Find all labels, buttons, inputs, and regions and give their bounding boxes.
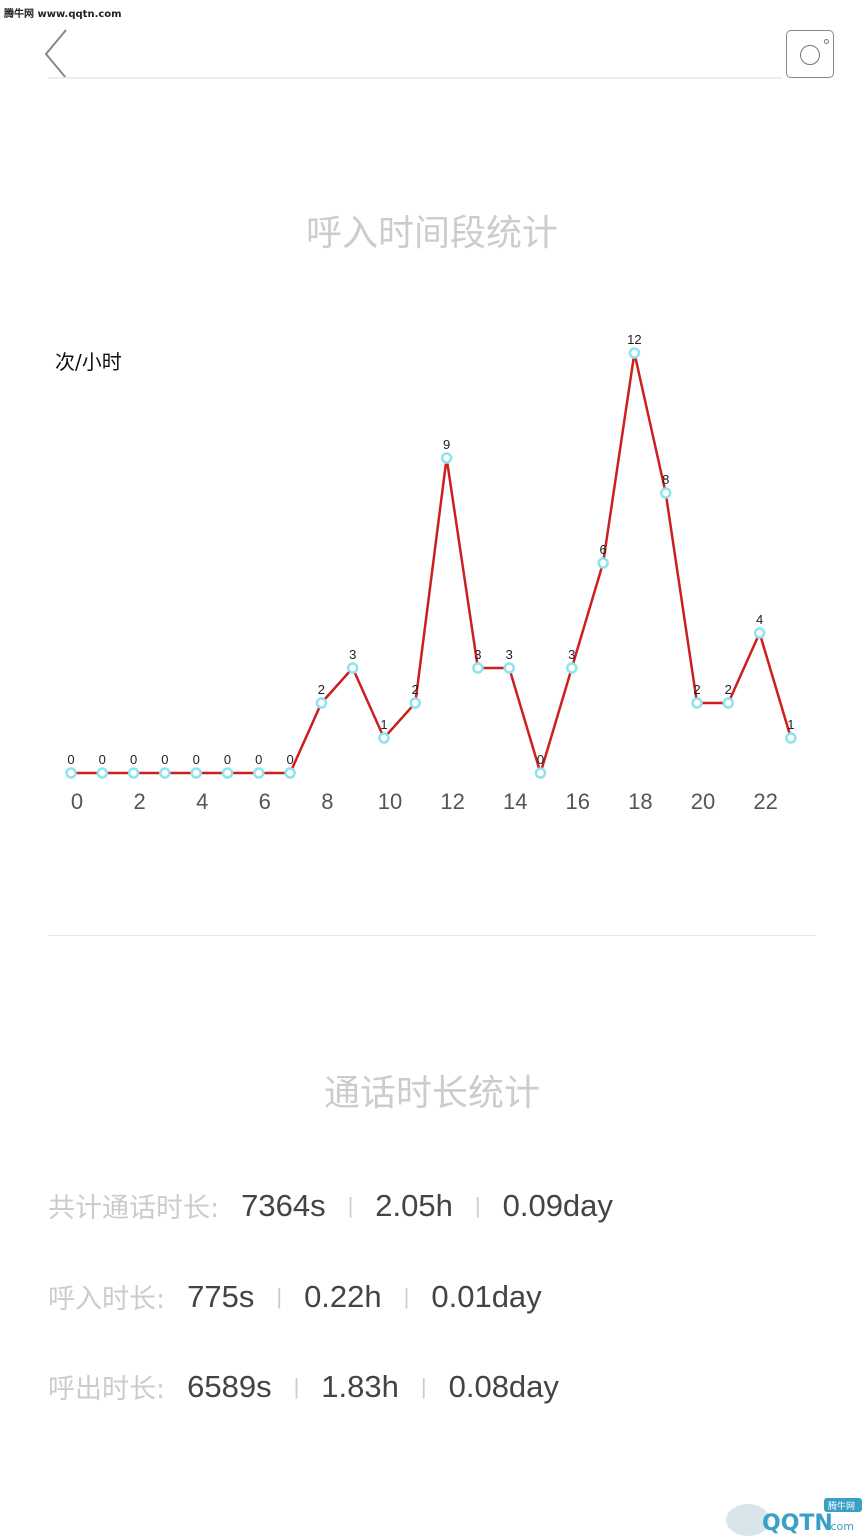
data-point [159, 767, 171, 779]
watermark: 腾牛网 www.qqtn.com [4, 9, 122, 20]
data-label: 4 [756, 612, 763, 627]
data-point [253, 767, 265, 779]
x-tick-label: 6 [259, 789, 271, 814]
data-label: 3 [568, 647, 575, 662]
data-point [722, 697, 735, 709]
x-tick-label: 22 [753, 789, 777, 814]
data-point [691, 697, 703, 709]
section-title-call-duration: 通话时长统计 [323, 1073, 540, 1114]
section-title-incoming-time: 呼入时间段统计 [305, 213, 558, 254]
separator: | [293, 1373, 300, 1399]
x-tick-label: 0 [71, 789, 83, 814]
data-point [785, 732, 797, 744]
data-label: 0 [99, 752, 106, 767]
data-label: 2 [725, 682, 732, 697]
section-divider [48, 935, 816, 936]
data-point [409, 697, 422, 709]
stat-label: 共计通话时长: [48, 1193, 220, 1224]
data-point [503, 662, 515, 674]
data-label: 3 [474, 647, 481, 662]
data-label: 6 [599, 542, 606, 557]
stat-days: 0.09day [502, 1187, 613, 1223]
data-label: 0 [286, 752, 293, 767]
data-label: 8 [662, 472, 669, 487]
data-label: 1 [787, 717, 794, 732]
data-label: 0 [537, 752, 544, 767]
data-label: 0 [193, 752, 200, 767]
data-point [221, 767, 234, 779]
header-divider [48, 77, 782, 79]
separator: | [420, 1373, 427, 1399]
stat-hours: 1.83h [321, 1368, 399, 1404]
data-point [346, 662, 359, 674]
data-point [96, 767, 109, 779]
x-tick-label: 10 [378, 789, 402, 814]
x-tick-label: 8 [321, 789, 333, 814]
separator: | [474, 1192, 481, 1218]
data-label: 2 [693, 682, 700, 697]
data-label: 12 [627, 332, 641, 347]
y-axis-label: 次/小时 [55, 350, 122, 374]
data-point [440, 452, 453, 464]
stat-hours: 2.05h [375, 1187, 453, 1223]
data-point [284, 767, 296, 779]
svg-text:腾牛网: 腾牛网 [828, 1500, 855, 1512]
data-point [753, 627, 766, 639]
stat-row: 共计通话时长: 7364s | 2.05h | 0.09day [48, 1186, 613, 1225]
stat-row: 呼出时长: 6589s | 1.83h | 0.08day [48, 1367, 559, 1406]
separator: | [276, 1283, 283, 1309]
data-point [378, 732, 390, 744]
svg-text:QQTN: QQTN [762, 1511, 833, 1536]
stat-hours: 0.22h [304, 1278, 382, 1314]
data-point [472, 662, 484, 674]
svg-text:.com: .com [827, 1520, 854, 1533]
chevron-left-icon [44, 29, 67, 79]
separator: | [347, 1192, 354, 1218]
data-label: 9 [443, 437, 450, 452]
separator: | [403, 1283, 410, 1309]
data-point [534, 767, 547, 779]
data-label: 1 [380, 717, 387, 732]
data-label: 2 [412, 682, 419, 697]
data-point [566, 662, 578, 674]
x-tick-label: 20 [691, 789, 715, 814]
x-tick-label: 18 [628, 789, 652, 814]
x-tick-label: 2 [133, 789, 145, 814]
camera-button[interactable] [786, 30, 834, 78]
camera-flash-dot [824, 39, 829, 44]
data-label: 3 [349, 647, 356, 662]
data-label: 0 [224, 752, 231, 767]
data-point [127, 767, 140, 779]
data-point [190, 767, 202, 779]
data-point [65, 767, 77, 779]
stat-label: 呼出时长: [48, 1374, 166, 1405]
data-point [628, 347, 641, 359]
stat-row: 呼入时长: 775s | 0.22h | 0.01day [48, 1277, 542, 1316]
data-label: 0 [161, 752, 168, 767]
data-label: 3 [506, 647, 513, 662]
stat-seconds: 775s [187, 1278, 255, 1314]
stat-seconds: 7364s [241, 1187, 326, 1223]
stat-days: 0.01day [431, 1278, 542, 1314]
back-button[interactable] [38, 28, 78, 80]
x-tick-label: 4 [196, 789, 208, 814]
data-label: 2 [318, 682, 325, 697]
x-tick-label: 16 [566, 789, 590, 814]
x-tick-label: 14 [503, 789, 527, 814]
stat-days: 0.08day [448, 1368, 559, 1404]
data-point [659, 487, 672, 499]
data-point [315, 697, 328, 709]
stat-label: 呼入时长: [48, 1284, 166, 1315]
data-label: 0 [67, 752, 74, 767]
data-point [597, 557, 609, 569]
qqtn-logo: QQTN .com 腾牛网 [722, 1496, 864, 1536]
series-line [71, 352, 793, 778]
data-label: 0 [130, 752, 137, 767]
data-label: 0 [255, 752, 262, 767]
stat-seconds: 6589s [187, 1368, 272, 1404]
x-tick-label: 12 [440, 789, 464, 814]
camera-icon [800, 45, 820, 65]
